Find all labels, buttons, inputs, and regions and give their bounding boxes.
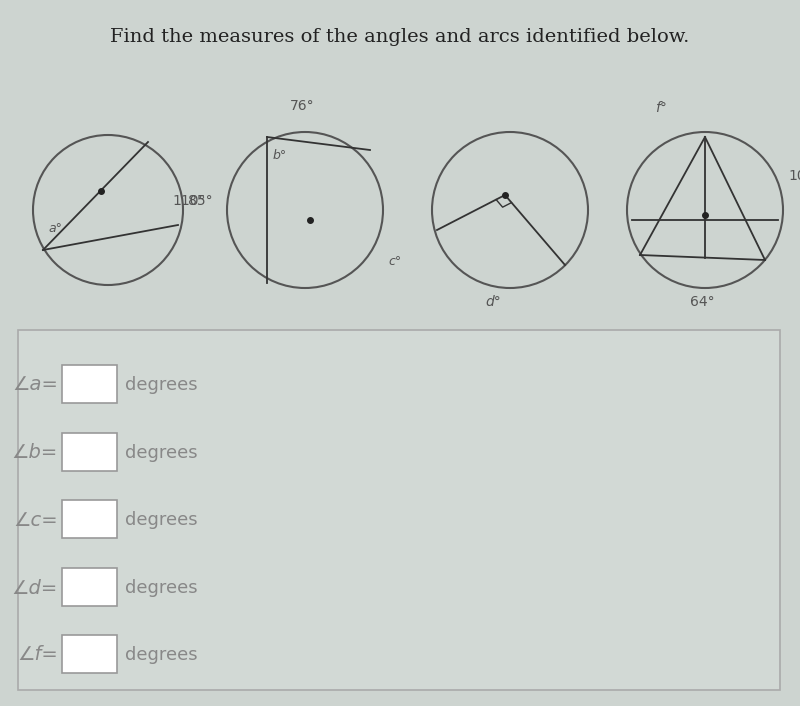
Bar <box>62 365 117 403</box>
Text: a°: a° <box>48 222 62 235</box>
Text: Find the measures of the angles and arcs identified below.: Find the measures of the angles and arcs… <box>110 28 690 46</box>
Text: degrees: degrees <box>125 444 198 462</box>
Bar <box>62 500 117 538</box>
Text: b°: b° <box>273 149 287 162</box>
Text: d°: d° <box>485 295 501 309</box>
Text: 64°: 64° <box>690 295 714 309</box>
Text: degrees: degrees <box>125 511 198 529</box>
Text: 76°: 76° <box>290 99 314 113</box>
Text: degrees: degrees <box>125 646 198 664</box>
Text: degrees: degrees <box>125 579 198 597</box>
Text: degrees: degrees <box>125 376 198 394</box>
Bar <box>62 433 117 471</box>
Text: ∠b=: ∠b= <box>12 443 58 462</box>
Bar <box>62 568 117 606</box>
Text: 101°: 101° <box>788 169 800 183</box>
Text: 110°: 110° <box>172 194 206 208</box>
Bar <box>62 635 117 673</box>
Text: ∠c=: ∠c= <box>14 510 58 530</box>
Text: ∠f=: ∠f= <box>18 645 58 664</box>
Text: ∠d=: ∠d= <box>12 578 58 597</box>
Text: ∠a=: ∠a= <box>12 376 58 395</box>
Text: 85°: 85° <box>188 194 213 208</box>
Text: c°: c° <box>388 255 401 268</box>
Bar <box>18 330 780 690</box>
Text: f°: f° <box>655 101 667 115</box>
